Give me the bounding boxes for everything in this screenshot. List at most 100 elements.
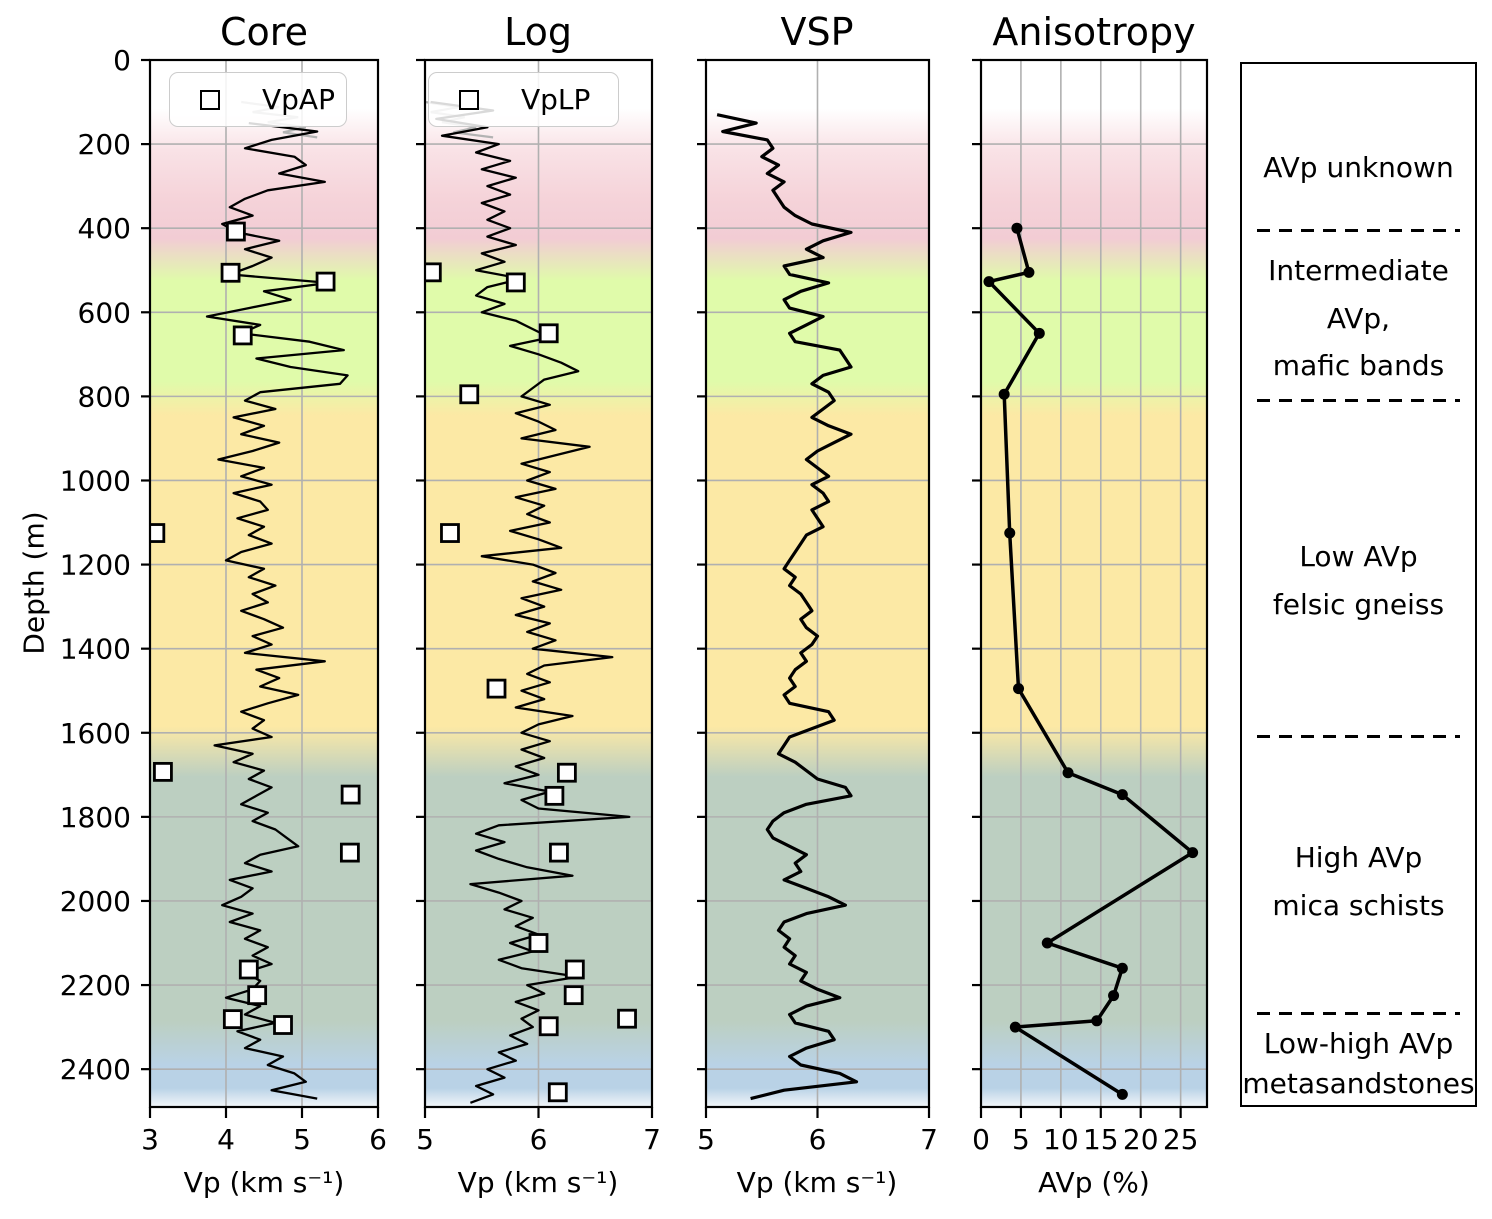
- depth-tick-label: 600: [78, 296, 131, 329]
- anisotropy-point-marker: [1033, 327, 1045, 339]
- anisotropy-point-marker: [1004, 527, 1016, 539]
- log-sample-square-marker: [563, 985, 584, 1006]
- panel-title-vsp: VSP: [780, 10, 854, 54]
- vsp-x-tick-label: 7: [920, 1123, 938, 1156]
- anisotropy-point-marker: [1108, 990, 1120, 1002]
- aniso-x-tick-label: 10: [1043, 1123, 1079, 1156]
- depth-tick-label: 2200: [60, 969, 131, 1002]
- zone-label: Low-high AVp: [1263, 1027, 1454, 1061]
- anisotropy-point-marker: [1009, 1021, 1021, 1033]
- core-sample-square-marker: [238, 959, 259, 980]
- zone-label: High AVp: [1294, 841, 1423, 875]
- anisotropy-point-marker: [1116, 962, 1128, 974]
- core-x-tick-label: 6: [369, 1123, 387, 1156]
- vsp-x-tick-label: 6: [809, 1123, 827, 1156]
- core-sample-square-marker: [220, 262, 241, 283]
- gridlines: [981, 60, 1207, 1107]
- core-x-tick-label: 3: [141, 1123, 159, 1156]
- legend-square-marker-icon: [459, 89, 479, 110]
- panel-core: 3 4 5 6 0 200 400 600 800 1000 1200 1400 1600 1800 200…: [60, 44, 387, 1156]
- core-sample-square-marker: [232, 325, 253, 346]
- anisotropy-point-marker: [1013, 683, 1025, 695]
- anisotropy-point-marker: [1041, 937, 1053, 949]
- log-sample-square-marker: [505, 272, 526, 293]
- log-sample-square-marker: [617, 1008, 637, 1029]
- data-layer: [716, 113, 859, 1101]
- depth-tick-label: 800: [78, 380, 131, 413]
- depth-tick-label: 0: [113, 44, 131, 77]
- zone-boundary-dashed-line: [1257, 1012, 1460, 1016]
- depth-tick-label: 1400: [60, 633, 131, 666]
- log-sample-square-marker: [564, 959, 585, 980]
- log-x-tick-label: 7: [643, 1123, 661, 1156]
- depth-tick-label: 400: [78, 212, 131, 245]
- core-sample-square-marker: [247, 985, 268, 1006]
- data-layer: [425, 100, 637, 1104]
- panel-title-core: Core: [220, 10, 308, 54]
- core-sample-square-marker: [222, 1009, 243, 1030]
- depth-tick-label: 1200: [60, 549, 131, 582]
- depth-tick-label: 2400: [60, 1053, 131, 1086]
- log-sample-square-marker: [538, 323, 559, 344]
- zone-description-box: AVp unknown Intermediate AVp, mafic bands Lo…: [1240, 62, 1477, 1107]
- log-sample-square-marker: [486, 678, 507, 699]
- panel-spines: [979, 58, 1209, 1109]
- legend-square-marker-icon: [200, 89, 220, 110]
- aniso-x-tick-label: 5: [1012, 1123, 1030, 1156]
- depth-tick-label: 1000: [60, 464, 131, 497]
- panel-spines: [148, 58, 380, 1109]
- log-x-tick-label: 6: [530, 1123, 548, 1156]
- anisotropy-point-marker: [1023, 266, 1035, 278]
- zone-label: mica schists: [1272, 889, 1445, 923]
- anisotropy-line: [987, 227, 1195, 1096]
- depth-tick-label: 1800: [60, 801, 131, 834]
- core-sample-square-marker: [273, 1015, 293, 1035]
- log-sample-square-marker: [440, 523, 460, 543]
- anisotropy-point-marker: [1062, 767, 1074, 779]
- depth-axis-label: Depth (m): [17, 511, 51, 655]
- aniso-x-tick-label: 20: [1123, 1123, 1159, 1156]
- tick-marks: [141, 58, 380, 1118]
- vsp-x-tick-label: 5: [697, 1123, 715, 1156]
- zone-boundary-dashed-line: [1257, 398, 1460, 402]
- anisotropy-point-marker: [998, 388, 1010, 400]
- zone-label: mafic bands: [1272, 348, 1445, 382]
- core-sample-square-marker: [340, 784, 361, 805]
- log-sample-square-marker: [425, 262, 442, 283]
- panel-vsp: 5 6 7: [697, 58, 938, 1156]
- core-sample-square-marker: [339, 842, 360, 863]
- log-sample-square-marker: [538, 1016, 559, 1037]
- x-axis-label-anisotropy: AVp (%): [1038, 1166, 1150, 1199]
- aniso-x-tick-label: 0: [972, 1123, 990, 1156]
- depth-tick-label: 1600: [60, 717, 131, 750]
- zone-label: metasandstones: [1242, 1067, 1475, 1101]
- lithology-gradient-background: [981, 60, 1207, 1107]
- core-x-tick-label: 4: [217, 1123, 235, 1156]
- log-sample-square-marker: [459, 384, 480, 405]
- core-sample-square-marker: [153, 761, 173, 782]
- zone-boundary-dashed-line: [1257, 734, 1460, 738]
- core-x-tick-label: 5: [293, 1123, 311, 1156]
- tick-marks: [416, 58, 654, 1118]
- log-sample-square-marker: [556, 762, 577, 783]
- gridlines: [425, 60, 652, 1107]
- zone-label: AVp unknown: [1263, 150, 1454, 184]
- depth-tick-label: 200: [78, 128, 131, 161]
- gridlines: [706, 60, 929, 1107]
- lithology-gradient-background: [150, 60, 378, 1107]
- anisotropy-point-marker: [1116, 789, 1128, 801]
- zone-boundary-dashed-line: [1257, 229, 1460, 233]
- anisotropy-point-marker: [1116, 1088, 1128, 1100]
- x-axis-label-vsp: Vp (km s⁻¹): [736, 1166, 898, 1199]
- data-layer: [983, 222, 1199, 1100]
- legend-label-vpap: VpAP: [262, 83, 335, 116]
- core-sample-square-marker: [150, 523, 166, 543]
- zone-label: Intermediate: [1268, 253, 1449, 287]
- core-sample-square-marker: [225, 221, 246, 242]
- panel-title-anisotropy: Anisotropy: [992, 10, 1196, 54]
- anisotropy-point-marker: [1187, 847, 1199, 859]
- log-sample-square-marker: [544, 785, 565, 806]
- zone-label: Low AVp: [1299, 539, 1418, 573]
